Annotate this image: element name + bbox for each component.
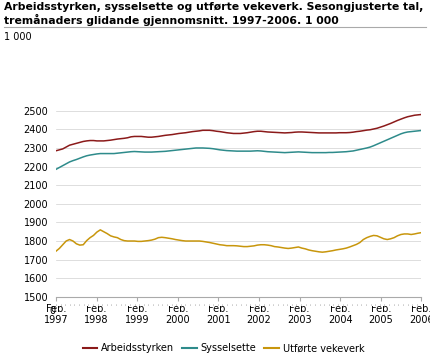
Utførte vekeverk [227,244,233,248]
Arbeidsstyrken [344,131,349,135]
Sysselsette [53,167,58,172]
Sysselsette [111,151,117,156]
Sysselsette [412,129,417,134]
Arbeidsstyrken [412,113,417,117]
Arbeidsstyrken [224,131,229,135]
Utførte vekeverk [320,250,325,254]
Utførte vekeverk [53,249,58,253]
Utførte vekeverk [350,244,356,248]
Line: Utførte vekeverk: Utførte vekeverk [56,230,421,252]
Line: Arbeidsstyrken: Arbeidsstyrken [56,114,421,151]
Utførte vekeverk [419,231,424,235]
Text: Arbeidsstyrken, sysselsette og utførte vekeverk. Sesongjusterte tal,: Arbeidsstyrken, sysselsette og utførte v… [4,2,424,12]
Utførte vekeverk [98,228,103,232]
Sysselsette [344,150,349,154]
Line: Sysselsette: Sysselsette [56,130,421,169]
Text: tremånaders glidande gjennomsnitt. 1997-2006. 1 000: tremånaders glidande gjennomsnitt. 1997-… [4,14,339,26]
Arbeidsstyrken [419,112,424,117]
Legend: Arbeidsstyrken, Sysselsette, Utførte vekeverk: Arbeidsstyrken, Sysselsette, Utførte vek… [79,339,368,357]
Sysselsette [419,128,424,132]
Utførte vekeverk [381,237,387,241]
Sysselsette [91,152,96,157]
Arbeidsstyrken [91,138,96,143]
Arbeidsstyrken [53,148,58,153]
Utførte vekeverk [91,233,96,237]
Utførte vekeverk [115,236,120,240]
Sysselsette [368,145,373,149]
Utførte vekeverk [375,233,380,238]
Text: 1 000: 1 000 [4,32,32,42]
Text: 0: 0 [50,306,56,316]
Arbeidsstyrken [368,127,373,132]
Arbeidsstyrken [111,138,117,142]
Sysselsette [224,148,229,153]
